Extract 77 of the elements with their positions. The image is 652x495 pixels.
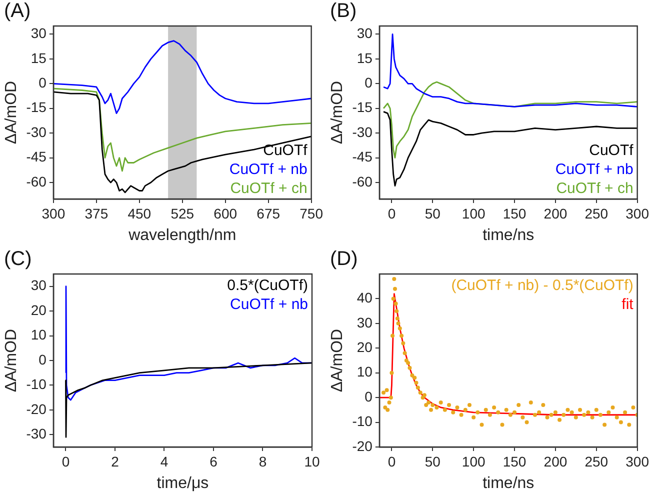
x-tick-label: 150 <box>502 205 526 222</box>
y-axis-title: ΔA/mOD <box>329 328 346 392</box>
y-tick-label: 10 <box>30 326 47 343</box>
x-tick-label: 0 <box>388 453 396 470</box>
y-tick-label: 30 <box>30 25 47 42</box>
y-tick-label: -45 <box>352 148 373 165</box>
x-tick-label: 0 <box>388 205 396 222</box>
y-tick-label: 0 <box>38 74 47 91</box>
x-tick-label: 525 <box>170 205 194 222</box>
y-tick-label: 20 <box>30 302 47 318</box>
x-tick-label: 10 <box>304 453 320 470</box>
chart-title: (C) <box>4 248 32 271</box>
chart-title: (B) <box>330 0 357 23</box>
y-tick-label: 30 <box>30 277 47 294</box>
y-tick-label: 40 <box>356 290 373 306</box>
x-axis-title: time/ns <box>482 474 534 492</box>
y-tick-label: -15 <box>352 99 373 116</box>
x-tick-label: 250 <box>584 205 608 222</box>
text: fit <box>622 296 634 314</box>
x-tick-label: 450 <box>128 205 152 222</box>
x-tick-label: 200 <box>544 453 568 470</box>
y-tick-label: 10 <box>356 364 373 380</box>
y-tick-label: 0 <box>364 388 373 404</box>
y-axis-title: ΔA/mOD <box>3 80 20 144</box>
y-tick-label: 20 <box>356 339 373 355</box>
x-tick-label: 6 <box>210 453 218 470</box>
y-tick-label: 30 <box>356 314 373 330</box>
x-tick-label: 675 <box>256 205 280 222</box>
x-tick-label: 2 <box>111 453 120 470</box>
x-tick-label: 50 <box>424 453 441 470</box>
x-tick-label: 250 <box>584 453 608 470</box>
y-tick-label: -20 <box>26 400 47 417</box>
text: CuOTf + nb <box>555 161 634 178</box>
x-tick-label: 600 <box>214 205 238 222</box>
x-tick-label: 200 <box>544 205 568 222</box>
y-tick-label: -30 <box>352 124 373 140</box>
x-tick-label: 8 <box>258 453 267 470</box>
y-tick-label: -10 <box>352 413 373 430</box>
y-tick-label: -30 <box>26 124 47 140</box>
text: (CuOTf + nb) - 0.5*(CuOTf) <box>451 277 634 294</box>
y-tick-label: -60 <box>352 173 373 190</box>
y-tick-label: -15 <box>26 99 47 116</box>
x-tick-label: 100 <box>462 205 486 222</box>
x-tick-label: 50 <box>424 205 441 222</box>
text: CuOTf + ch <box>230 180 308 198</box>
x-tick-label: 150 <box>502 453 526 470</box>
y-axis-title: ΔA/mOD <box>3 328 20 392</box>
text: CuOTf + nb <box>229 161 308 178</box>
x-tick-label: 300 <box>42 205 66 222</box>
y-tick-label: 15 <box>30 50 47 66</box>
x-axis-title: time/μs <box>156 474 209 492</box>
x-axis-title: wavelength/nm <box>128 226 236 244</box>
y-tick-label: 15 <box>356 50 373 66</box>
text: CuOTf + ch <box>556 180 634 198</box>
y-axis-title: ΔA/mOD <box>329 80 346 144</box>
text: 0.5*(CuOTf) <box>227 277 308 294</box>
x-tick-label: 375 <box>84 205 108 222</box>
x-tick-label: 750 <box>300 205 324 222</box>
chart-title: (A) <box>4 0 31 23</box>
y-tick-label: 0 <box>364 74 373 91</box>
x-tick-label: 100 <box>462 453 486 470</box>
chart-title: (D) <box>330 248 358 271</box>
y-tick-label: -45 <box>26 148 47 165</box>
y-tick-label: -10 <box>26 376 47 392</box>
x-tick-label: 0 <box>62 453 70 470</box>
y-tick-label: -60 <box>26 173 47 190</box>
series-label: CuOTf <box>589 142 634 160</box>
y-tick-label: -30 <box>26 426 47 442</box>
y-tick-label: 30 <box>356 25 373 42</box>
x-tick-label: 4 <box>160 453 168 470</box>
text: CuOTf + nb <box>230 296 308 314</box>
x-tick-label: 300 <box>626 205 650 222</box>
y-tick-label: 0 <box>38 351 47 368</box>
y-tick-label: -20 <box>352 438 373 454</box>
series-label: CuOTf <box>263 142 308 160</box>
x-axis-title: time/ns <box>482 226 534 244</box>
x-tick-label: 300 <box>626 453 650 470</box>
